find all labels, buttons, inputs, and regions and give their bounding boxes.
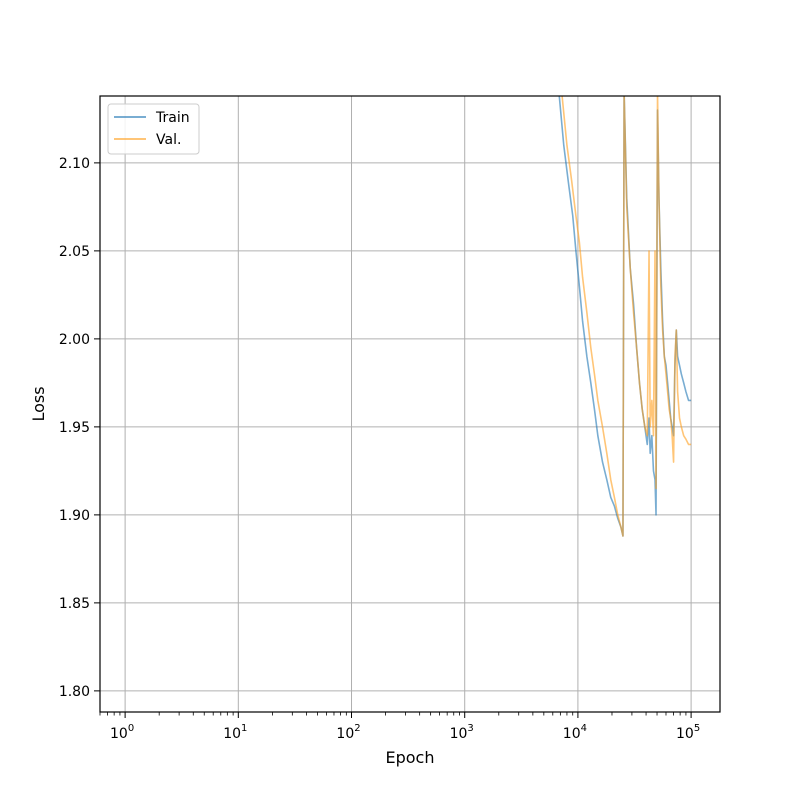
series-layer <box>558 96 692 537</box>
gridlines <box>100 96 720 712</box>
x-tick-exponent: 1 <box>241 723 247 734</box>
legend-label-train: Train <box>155 110 190 126</box>
x-tick-label: 104 <box>563 723 587 742</box>
x-axis-label: Epoch <box>386 748 435 767</box>
x-tick-exponent: 2 <box>354 723 360 734</box>
x-tick-label: 100 <box>110 723 134 742</box>
series-line-val <box>561 96 692 537</box>
axes-frame <box>99 95 721 713</box>
y-tick-label: 1.80 <box>59 684 90 700</box>
x-tick-mantissa: 10 <box>563 726 581 742</box>
y-tick-label: 2.00 <box>59 332 90 348</box>
x-axis-ticks: 100 101 102 103 104 105 <box>99 712 700 742</box>
x-tick-label: 103 <box>450 723 474 742</box>
y-axis-ticks: 1.80 1.85 1.90 1.95 2.00 2.05 2.10 <box>59 156 100 700</box>
y-axis-label: Loss <box>29 386 48 421</box>
x-tick-mantissa: 10 <box>223 726 241 742</box>
y-tick-label: 1.85 <box>59 596 90 612</box>
y-tick-label: 2.05 <box>59 244 90 260</box>
y-tick-label: 1.95 <box>59 420 90 436</box>
legend: Train Val. <box>107 103 200 155</box>
x-tick-mantissa: 10 <box>110 726 128 742</box>
x-tick-mantissa: 10 <box>450 726 468 742</box>
y-tick-label: 2.10 <box>59 156 90 172</box>
x-tick-mantissa: 10 <box>336 726 354 742</box>
y-tick-label: 1.90 <box>59 508 90 524</box>
x-tick-label: 105 <box>676 723 700 742</box>
x-tick-exponent: 0 <box>128 723 134 734</box>
x-tick-label: 101 <box>223 723 247 742</box>
plot-area <box>558 96 692 537</box>
x-tick-label: 102 <box>336 723 360 742</box>
x-tick-exponent: 3 <box>467 723 473 734</box>
x-tick-mantissa: 10 <box>676 726 694 742</box>
x-tick-exponent: 4 <box>581 723 587 734</box>
legend-label-val: Val. <box>156 132 181 148</box>
x-tick-exponent: 5 <box>694 723 700 734</box>
